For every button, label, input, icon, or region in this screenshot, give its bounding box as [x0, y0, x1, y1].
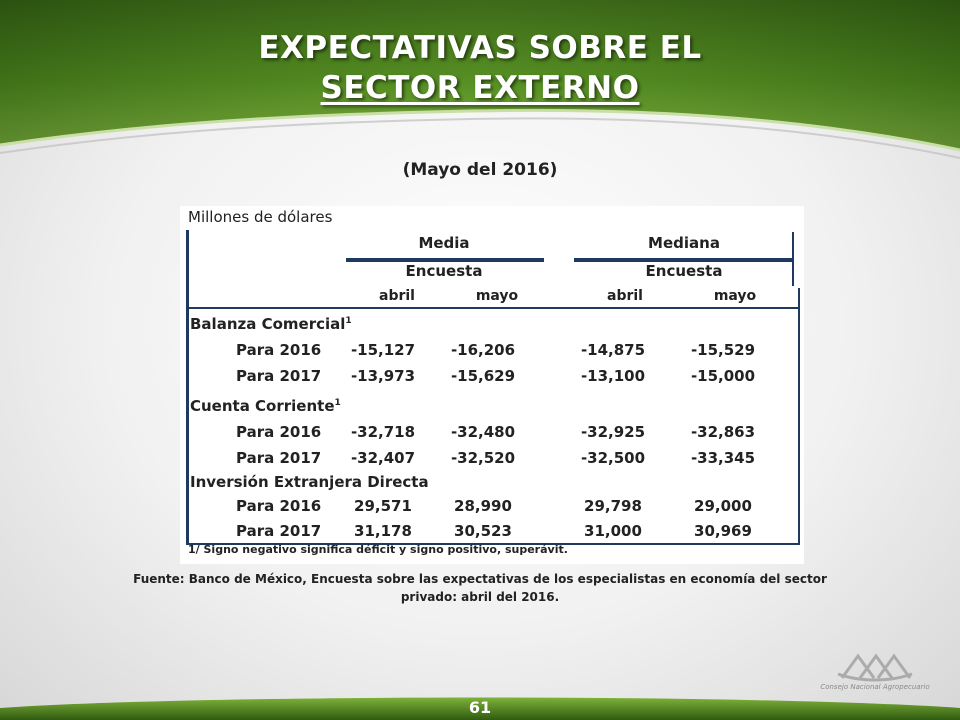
cna-logo-icon	[837, 653, 913, 682]
cell-value: 29,571	[354, 497, 412, 515]
col-header-media-abril: abril	[379, 288, 415, 304]
table-rule	[798, 288, 800, 544]
table-row: Para 2016 29,571 28,990 29,798 29,000	[180, 494, 804, 520]
row-label: Para 2016	[236, 497, 322, 515]
cell-value: -32,925	[580, 423, 646, 441]
cell-value: -33,345	[690, 449, 756, 467]
table-units: Millones de dólares	[188, 208, 333, 226]
title-line-2: SECTOR EXTERNO	[320, 70, 640, 106]
row-label: Para 2016	[236, 341, 322, 359]
cell-value: -16,206	[450, 341, 516, 359]
cell-value: -32,500	[580, 449, 646, 467]
table-row: Para 2017 -32,407 -32,520 -32,500 -33,34…	[180, 446, 804, 472]
cell-value: 29,798	[584, 497, 642, 515]
group-header-media: Media	[418, 234, 470, 252]
table-row: Para 2016 -32,718 -32,480 -32,925 -32,86…	[180, 420, 804, 446]
subgroup-encuesta-mediana: Encuesta	[645, 262, 723, 280]
group-rule-media	[346, 258, 544, 262]
row-label: Para 2016	[236, 423, 322, 441]
section-label: Inversión Extranjera Directa	[190, 473, 429, 491]
cell-value: 30,523	[454, 522, 512, 540]
table-footnote: 1/ Signo negativo significa déficit y si…	[188, 543, 568, 556]
cell-value: -13,100	[580, 367, 646, 385]
logo-caption: Consejo Nacional Agropecuario	[820, 683, 930, 691]
cell-value: -15,529	[690, 341, 756, 359]
cell-value: 31,178	[354, 522, 412, 540]
footer-swoosh	[0, 697, 960, 720]
header-swoosh	[0, 0, 960, 159]
cell-value: -14,875	[580, 341, 646, 359]
col-header-mediana-abril: abril	[607, 288, 643, 304]
cell-value: 28,990	[454, 497, 512, 515]
table-row: Para 2017 -13,973 -15,629 -13,100 -15,00…	[180, 364, 804, 390]
title-line-1: EXPECTATIVAS SOBRE EL	[258, 30, 702, 66]
table-rule	[792, 232, 794, 286]
cell-value: -32,863	[690, 423, 756, 441]
cell-value: -15,629	[450, 367, 516, 385]
section-row: Balanza Comercial1	[180, 312, 804, 338]
header-banner: EXPECTATIVAS SOBRE EL SECTOR EXTERNO	[0, 0, 960, 160]
group-rule-mediana	[574, 258, 792, 262]
source-note: Fuente: Banco de México, Encuesta sobre …	[133, 572, 827, 604]
cell-value: -15,000	[690, 367, 756, 385]
col-header-mediana-mayo: mayo	[713, 288, 757, 304]
section-label: Cuenta Corriente1	[190, 397, 341, 415]
page-number: 61	[468, 698, 492, 717]
cell-value: -13,973	[350, 367, 416, 385]
cell-value: -32,520	[450, 449, 516, 467]
cell-value: -15,127	[350, 341, 416, 359]
subtitle: (Mayo del 2016)	[402, 160, 558, 180]
subgroup-encuesta-media: Encuesta	[405, 262, 483, 280]
col-header-media-mayo: mayo	[475, 288, 519, 304]
section-row: Inversión Extranjera Directa	[180, 470, 804, 496]
cell-value: 29,000	[694, 497, 752, 515]
section-label: Balanza Comercial1	[190, 315, 352, 333]
cell-value: -32,718	[350, 423, 416, 441]
section-row: Cuenta Corriente1	[180, 394, 804, 420]
cell-value: -32,407	[350, 449, 416, 467]
table-row: Para 2017 31,178 30,523 31,000 30,969	[180, 519, 804, 545]
cell-value: 31,000	[584, 522, 642, 540]
bottom-rule	[186, 543, 800, 545]
row-label: Para 2017	[236, 367, 322, 385]
header-rule	[186, 307, 800, 309]
cell-value: -32,480	[450, 423, 516, 441]
row-label: Para 2017	[236, 449, 322, 467]
table-row: Para 2016 -15,127 -16,206 -14,875 -15,52…	[180, 338, 804, 364]
page-title: EXPECTATIVAS SOBRE EL SECTOR EXTERNO	[0, 28, 960, 108]
group-header-mediana: Mediana	[648, 234, 720, 252]
cell-value: 30,969	[694, 522, 752, 540]
row-label: Para 2017	[236, 522, 322, 540]
table-frame	[186, 230, 803, 544]
expectations-table: Millones de dólares Media Mediana Encues…	[180, 206, 804, 564]
